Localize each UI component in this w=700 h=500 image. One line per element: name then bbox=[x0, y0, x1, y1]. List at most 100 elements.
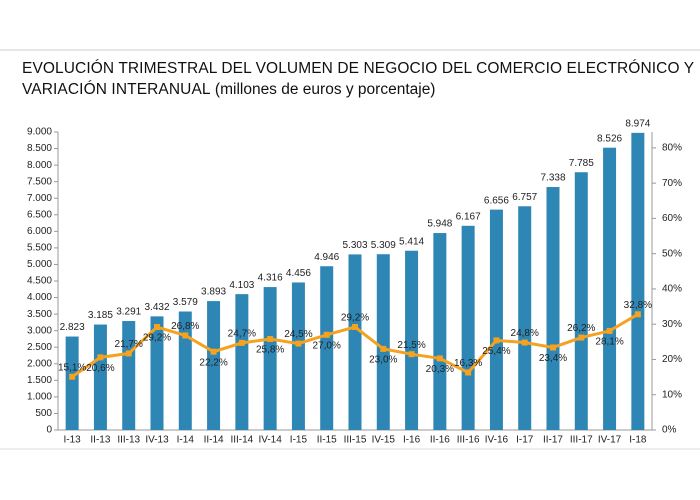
y-tick-label: 5.000 bbox=[27, 259, 52, 270]
y-tick-label: 2.500 bbox=[27, 342, 52, 353]
bar-label: 6.167 bbox=[456, 211, 481, 222]
line-label: 21,5% bbox=[397, 340, 425, 351]
x-tick-label: III-13 bbox=[117, 435, 140, 446]
bar-label: 5.414 bbox=[399, 236, 424, 247]
y2-tick-label: 80% bbox=[662, 143, 682, 154]
x-tick-label: III-16 bbox=[457, 435, 480, 446]
y-tick-label: 7.000 bbox=[27, 193, 52, 204]
bar bbox=[603, 147, 617, 430]
bar bbox=[320, 266, 334, 430]
bar bbox=[376, 254, 390, 430]
line-label: 26,8% bbox=[171, 321, 199, 332]
line-marker bbox=[125, 350, 132, 357]
x-tick-label: I-15 bbox=[290, 435, 308, 446]
line-label: 23,0% bbox=[369, 355, 397, 366]
x-tick-label: IV-13 bbox=[145, 435, 169, 446]
bar-label: 3.432 bbox=[144, 302, 169, 313]
bar-label: 3.579 bbox=[173, 297, 198, 308]
line-marker bbox=[154, 324, 160, 331]
y2-tick-label: 0% bbox=[662, 425, 677, 436]
line-label: 24,8% bbox=[511, 328, 539, 339]
bar-label: 6.757 bbox=[512, 192, 537, 203]
chart-title: EVOLUCIÓN TRIMESTRAL DEL VOLUMEN DE NEGO… bbox=[22, 60, 694, 98]
y-tick-label: 8.000 bbox=[27, 160, 52, 171]
y-tick-label: 500 bbox=[35, 408, 52, 419]
bar bbox=[65, 336, 79, 430]
y-tick-label: 5.500 bbox=[27, 243, 52, 254]
bar-label: 5.309 bbox=[371, 240, 396, 251]
x-tick-label: IV-14 bbox=[258, 435, 282, 446]
bar bbox=[433, 233, 447, 430]
line-label: 23,4% bbox=[539, 353, 567, 364]
bar-label: 6.656 bbox=[484, 195, 509, 206]
x-tick-label: IV-17 bbox=[598, 435, 622, 446]
line-label: 28,1% bbox=[595, 337, 623, 348]
bar-label: 7.785 bbox=[569, 158, 594, 169]
line-marker bbox=[182, 332, 189, 339]
line-marker bbox=[323, 331, 330, 338]
bar-label: 4.103 bbox=[229, 280, 254, 291]
line-marker bbox=[97, 354, 104, 361]
bar-label: 3.185 bbox=[88, 310, 113, 321]
line-marker bbox=[465, 369, 472, 376]
chart-subtitle: (millones de euros y porcentaje) bbox=[214, 81, 436, 98]
line-marker bbox=[210, 348, 217, 355]
x-tick-label: I-16 bbox=[403, 435, 421, 446]
bar-label: 3.291 bbox=[116, 307, 141, 318]
x-tick-label: I-13 bbox=[64, 435, 82, 446]
line-label: 26,2% bbox=[567, 323, 595, 334]
line-label: 20,3% bbox=[426, 364, 454, 375]
y-tick-label: 3.500 bbox=[27, 309, 52, 320]
bar bbox=[235, 294, 249, 430]
bar bbox=[518, 206, 532, 430]
line-label: 21,7% bbox=[115, 339, 143, 350]
bar bbox=[150, 316, 164, 430]
bar bbox=[546, 187, 560, 430]
bar-label: 3.893 bbox=[201, 287, 226, 298]
bar-label: 4.456 bbox=[286, 268, 311, 279]
line-label: 25,8% bbox=[256, 345, 284, 356]
line-label: 20,6% bbox=[86, 363, 114, 374]
bar-label: 2.823 bbox=[60, 322, 85, 333]
bar bbox=[405, 250, 419, 430]
x-tick-label: II-13 bbox=[90, 435, 110, 446]
y2-tick-label: 20% bbox=[662, 354, 682, 365]
x-tick-label: I-14 bbox=[177, 435, 195, 446]
line-marker bbox=[267, 336, 274, 343]
y-tick-label: 9.000 bbox=[27, 127, 52, 138]
y2-tick-label: 70% bbox=[662, 178, 682, 189]
y-tick-label: 1.500 bbox=[27, 375, 52, 386]
y2-tick-label: 50% bbox=[662, 248, 682, 259]
bar bbox=[631, 132, 645, 430]
bar-label: 4.946 bbox=[314, 252, 339, 263]
line-label: 16,3% bbox=[454, 358, 482, 369]
x-tick-label: II-15 bbox=[317, 435, 337, 446]
y-tick-label: 4.500 bbox=[27, 276, 52, 287]
y-tick-label: 3.000 bbox=[27, 325, 52, 336]
bar-label: 4.316 bbox=[258, 273, 283, 284]
x-tick-label: I-18 bbox=[629, 435, 647, 446]
line-marker bbox=[352, 324, 358, 331]
line-marker bbox=[578, 334, 585, 341]
line-marker bbox=[436, 355, 443, 362]
x-tick-label: III-15 bbox=[344, 435, 367, 446]
line-marker bbox=[69, 373, 76, 380]
x-tick-label: I-17 bbox=[516, 435, 534, 446]
line-marker bbox=[606, 327, 613, 334]
line-label: 25,4% bbox=[482, 346, 510, 357]
x-tick-label: II-17 bbox=[543, 435, 563, 446]
x-tick-label: II-16 bbox=[430, 435, 450, 446]
y2-tick-label: 60% bbox=[662, 213, 682, 224]
x-tick-label: III-17 bbox=[570, 435, 593, 446]
x-tick-label: III-14 bbox=[230, 435, 253, 446]
line-marker bbox=[634, 311, 641, 318]
bar bbox=[574, 172, 588, 431]
bar bbox=[178, 311, 192, 430]
y2-tick-label: 40% bbox=[662, 284, 682, 295]
bar bbox=[122, 321, 136, 430]
bar bbox=[348, 254, 362, 430]
line-label: 15,1% bbox=[58, 362, 86, 373]
bar bbox=[489, 209, 503, 430]
line-marker bbox=[493, 337, 500, 344]
